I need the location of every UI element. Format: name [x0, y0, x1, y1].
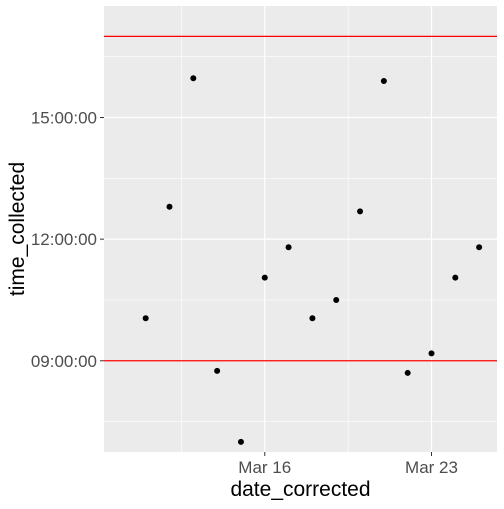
data-point	[380, 78, 387, 85]
data-point	[476, 244, 483, 251]
y-tick-label: 15:00:00	[31, 109, 97, 128]
y-axis-title: time_collected	[6, 162, 29, 296]
data-point	[404, 369, 411, 376]
data-point	[214, 367, 221, 374]
data-point	[142, 315, 149, 322]
data-point	[428, 350, 435, 357]
data-point	[357, 208, 364, 215]
plot-panel	[104, 6, 497, 452]
data-point	[309, 315, 316, 322]
y-tick-label: 12:00:00	[31, 230, 97, 249]
data-point	[333, 296, 340, 303]
x-tick-label: Mar 16	[238, 458, 291, 477]
data-point	[452, 274, 459, 281]
data-point	[237, 438, 244, 445]
x-tick-label: Mar 23	[405, 458, 458, 477]
data-point	[261, 274, 268, 281]
x-axis-title: date_corrected	[230, 478, 370, 501]
data-point	[166, 203, 173, 210]
data-point	[285, 244, 292, 251]
y-tick-label: 09:00:00	[31, 352, 97, 371]
data-point	[190, 75, 197, 82]
